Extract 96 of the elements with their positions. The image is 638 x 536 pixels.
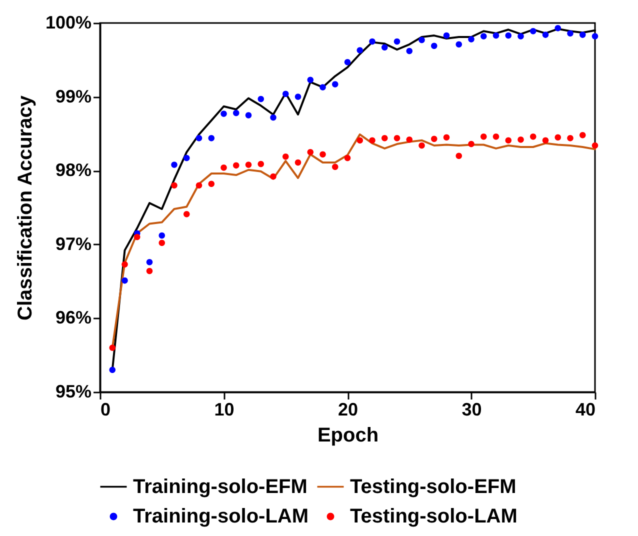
point <box>282 90 289 97</box>
point <box>320 84 326 90</box>
point <box>530 134 536 140</box>
point <box>208 180 215 188</box>
point <box>381 44 388 50</box>
y-tick-label: 98% <box>55 160 92 180</box>
point <box>282 153 289 160</box>
point <box>344 154 351 162</box>
point <box>258 160 264 168</box>
point <box>542 137 549 144</box>
x-tick-label: 40 <box>575 400 596 420</box>
point <box>134 234 140 240</box>
point <box>307 149 314 156</box>
x-axis-title: Epoch <box>317 424 379 446</box>
point <box>468 140 474 148</box>
y-tick-label: 97% <box>55 234 92 254</box>
point <box>307 76 314 83</box>
legend-label: Testing-solo-EFM <box>350 476 516 498</box>
point <box>158 232 166 239</box>
point <box>381 135 388 142</box>
x-tick-label: 10 <box>214 400 234 420</box>
point <box>542 32 549 38</box>
point <box>492 32 500 39</box>
point <box>518 33 524 40</box>
point <box>480 134 487 140</box>
x-tick-label: 0 <box>100 400 111 420</box>
point <box>344 58 351 66</box>
point <box>567 30 574 36</box>
point <box>232 110 240 116</box>
point <box>369 137 376 144</box>
point <box>245 112 252 118</box>
point <box>406 48 413 54</box>
point <box>592 142 598 149</box>
point <box>480 33 487 40</box>
point <box>208 135 215 142</box>
point <box>530 28 536 34</box>
point <box>492 134 500 140</box>
point <box>554 134 562 141</box>
point <box>270 173 276 180</box>
point <box>294 94 302 100</box>
point <box>579 132 586 138</box>
point <box>554 25 562 32</box>
x-tick-label: 30 <box>462 400 482 420</box>
point <box>270 114 276 121</box>
point <box>245 162 252 168</box>
point <box>369 38 376 45</box>
point <box>430 136 438 142</box>
point <box>418 142 425 149</box>
point <box>196 182 202 188</box>
legend-label: Training-solo-EFM <box>133 476 308 498</box>
y-tick-label: 99% <box>55 86 92 106</box>
point <box>505 137 512 144</box>
point <box>171 182 178 188</box>
point <box>320 151 326 158</box>
point <box>196 135 202 142</box>
y-tick-label: 100% <box>45 12 92 32</box>
point <box>158 240 166 246</box>
point <box>122 277 128 284</box>
point <box>332 164 338 170</box>
point <box>430 42 438 50</box>
point <box>183 154 190 162</box>
point <box>567 135 574 142</box>
point <box>592 33 598 40</box>
y-tick-label: 95% <box>55 382 92 402</box>
point <box>171 162 178 168</box>
point <box>356 137 364 144</box>
point <box>505 32 512 39</box>
legend-label: Testing-solo-LAM <box>350 506 518 528</box>
point <box>294 159 302 166</box>
point <box>443 134 450 141</box>
legend-label: Training-solo-LAM <box>133 506 309 528</box>
point <box>579 32 586 38</box>
y-axis-title: Classification Accuracy <box>14 94 36 320</box>
x-tick-label: 20 <box>338 400 358 420</box>
point <box>122 261 128 268</box>
point <box>146 268 153 274</box>
point <box>394 38 400 45</box>
point <box>109 344 116 351</box>
point <box>109 366 116 373</box>
point <box>356 47 364 54</box>
point <box>220 110 227 117</box>
point <box>418 36 425 44</box>
point <box>332 81 338 88</box>
point <box>394 135 400 142</box>
point <box>258 96 264 102</box>
point <box>232 162 240 169</box>
y-tick-label: 96% <box>55 308 92 328</box>
point <box>468 36 474 42</box>
point <box>183 211 190 218</box>
point <box>146 258 153 266</box>
point <box>456 41 462 48</box>
point <box>443 32 450 39</box>
point <box>406 136 413 143</box>
point <box>220 164 227 171</box>
point <box>518 136 524 143</box>
point <box>456 152 462 159</box>
